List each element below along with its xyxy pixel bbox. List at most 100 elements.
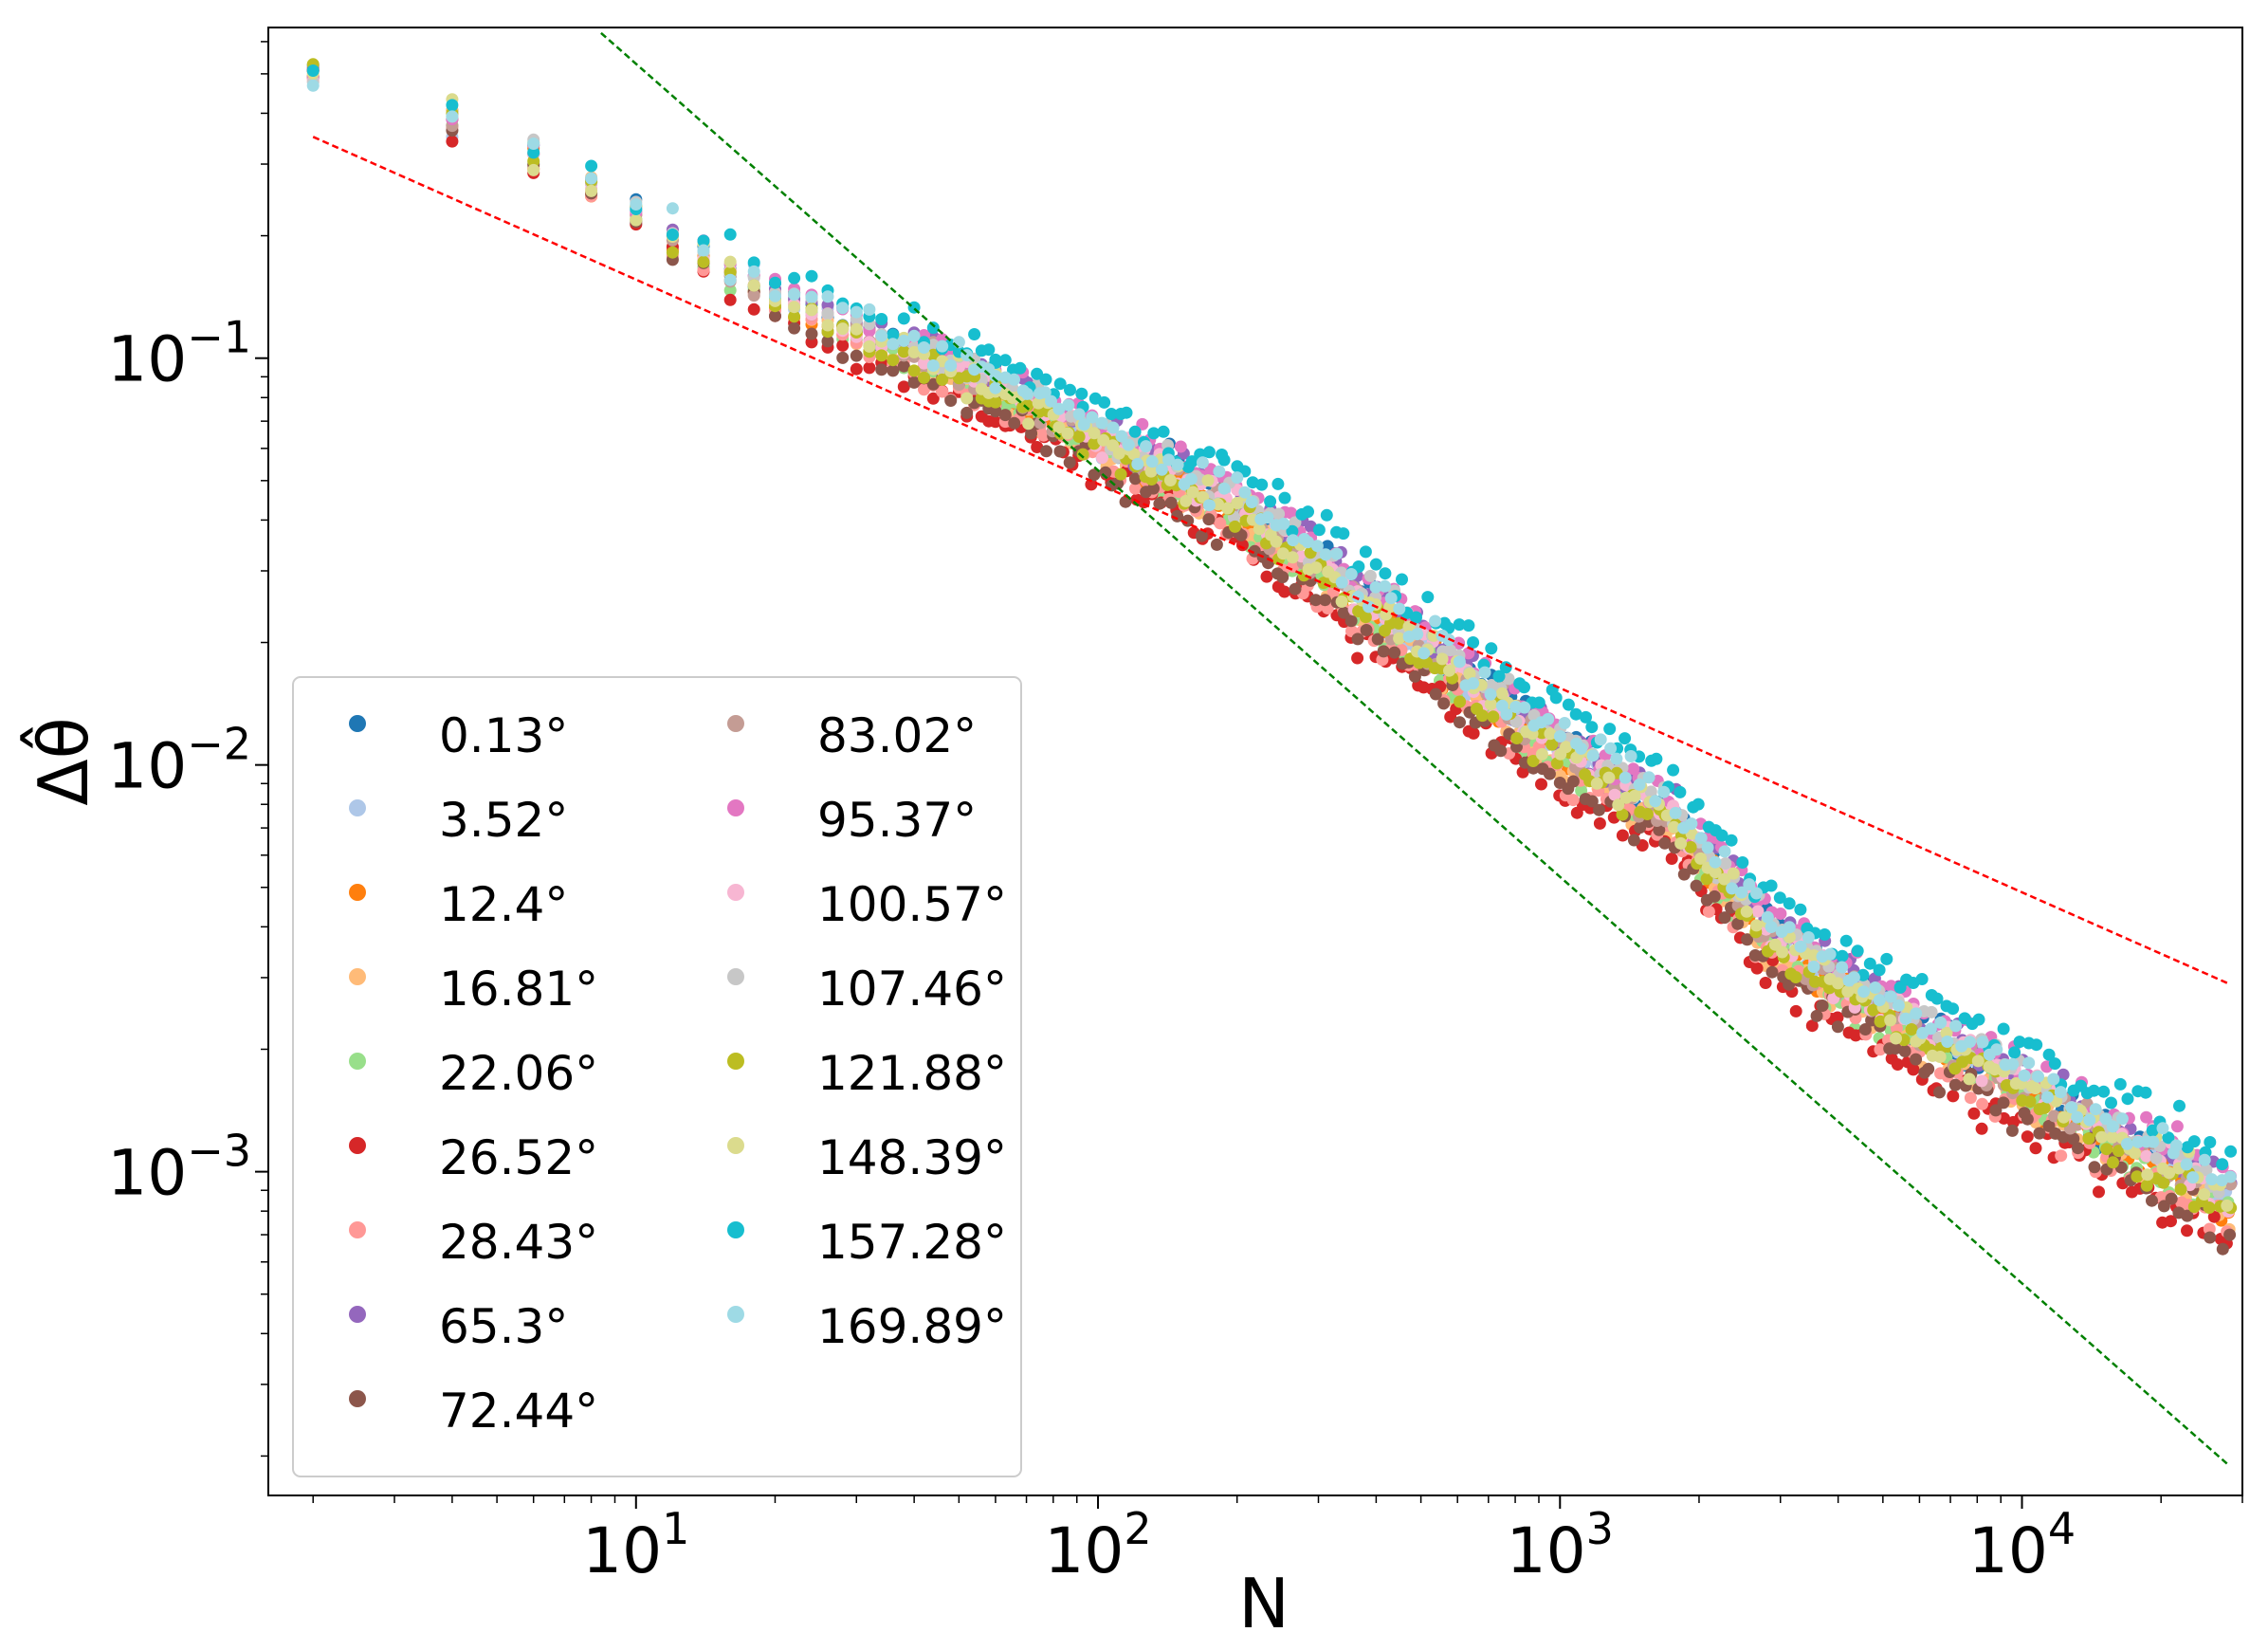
data-point [1761, 910, 1774, 924]
data-point [2106, 1120, 2119, 1133]
data-point [1863, 957, 1876, 970]
data-point [1021, 399, 1034, 413]
data-point [1270, 535, 1283, 548]
data-point [1105, 408, 1118, 420]
legend-label: 26.52° [439, 1130, 598, 1185]
data-point [1823, 947, 1837, 961]
data-point [1765, 879, 1778, 892]
legend-label: 12.4° [439, 877, 568, 932]
data-point [1484, 698, 1497, 711]
data-point [1922, 1062, 1935, 1075]
data-point [2157, 1176, 2170, 1189]
y-tick-labels: 10−1 10−2 10−3 [107, 312, 251, 1210]
data-point [1575, 742, 1587, 755]
data-point [2181, 1224, 2193, 1238]
data-point [1088, 437, 1101, 450]
data-point [1580, 710, 1592, 724]
data-point [805, 269, 818, 283]
data-point [1111, 477, 1125, 490]
data-point [2057, 1130, 2070, 1144]
data-point [1253, 523, 1266, 536]
data-point [1155, 463, 1168, 476]
data-point [1277, 517, 1290, 530]
legend-label: 169.89° [817, 1299, 1007, 1354]
data-point [769, 289, 781, 303]
data-point [1502, 672, 1515, 686]
data-point [1217, 453, 1231, 467]
data-point [723, 255, 737, 268]
data-point [1765, 965, 1779, 979]
data-point [1072, 431, 1086, 443]
data-point [1743, 878, 1756, 891]
data-point [2022, 1056, 2036, 1070]
data-point [850, 322, 863, 336]
data-point [2221, 1199, 2234, 1212]
data-point [2097, 1085, 2111, 1098]
data-point [1235, 539, 1249, 552]
data-point [1933, 1051, 1947, 1063]
data-point [1759, 977, 1772, 989]
data-point [1095, 416, 1108, 430]
data-point [936, 373, 949, 386]
data-point [1535, 778, 1547, 791]
data-point [1038, 386, 1052, 399]
data-point [1709, 866, 1722, 879]
data-point [1045, 394, 1057, 408]
data-point [1467, 726, 1480, 740]
data-point [2170, 1120, 2184, 1133]
legend-label: 121.88° [817, 1046, 1007, 1101]
data-point [1114, 468, 1127, 481]
data-point [918, 371, 930, 384]
y-axis-label: Δθ̂ [21, 717, 103, 805]
data-point [1436, 652, 1449, 666]
data-point [1947, 1090, 1960, 1103]
data-point [585, 172, 598, 185]
data-point [1907, 1063, 1920, 1076]
data-point [630, 198, 643, 211]
data-point [1494, 744, 1508, 758]
data-point [2140, 1149, 2153, 1163]
data-point [1831, 1011, 1844, 1024]
data-point [1261, 511, 1274, 524]
data-point [968, 328, 981, 340]
data-point [1949, 1019, 1963, 1033]
data-point [2021, 1130, 2034, 1144]
data-point [1701, 841, 1714, 854]
data-point [1127, 448, 1141, 461]
data-point [1351, 590, 1364, 603]
data-point [630, 213, 643, 227]
data-point [666, 229, 679, 241]
legend-marker [727, 1053, 744, 1070]
data-point [1286, 551, 1299, 564]
data-point [1976, 1097, 1989, 1110]
y-tick-label-3: 10−3 [107, 1126, 251, 1210]
data-point [1260, 570, 1273, 583]
data-point [1677, 868, 1691, 881]
data-point [1484, 688, 1497, 701]
data-point [1553, 730, 1566, 743]
data-point [2067, 1132, 2080, 1146]
data-point [1867, 1003, 1880, 1017]
data-point [2100, 1143, 2113, 1156]
data-point [1674, 836, 1688, 850]
data-point [1031, 367, 1044, 380]
data-point [836, 322, 850, 336]
data-point [1619, 771, 1632, 784]
data-point [2223, 1170, 2237, 1183]
data-point [2204, 1231, 2217, 1244]
data-point [1271, 477, 1285, 490]
data-point [1818, 928, 1831, 941]
data-point [2207, 1210, 2221, 1223]
data-point [1773, 891, 1786, 905]
data-point [666, 246, 679, 259]
data-point [1410, 611, 1422, 624]
data-point [1884, 990, 1897, 1003]
data-point [2173, 1099, 2186, 1112]
data-point [926, 348, 940, 361]
data-point [989, 353, 1002, 366]
data-point [1131, 457, 1144, 470]
data-point [1857, 985, 1871, 999]
data-point [788, 321, 801, 335]
data-point [1330, 547, 1344, 560]
data-point [1603, 723, 1617, 736]
